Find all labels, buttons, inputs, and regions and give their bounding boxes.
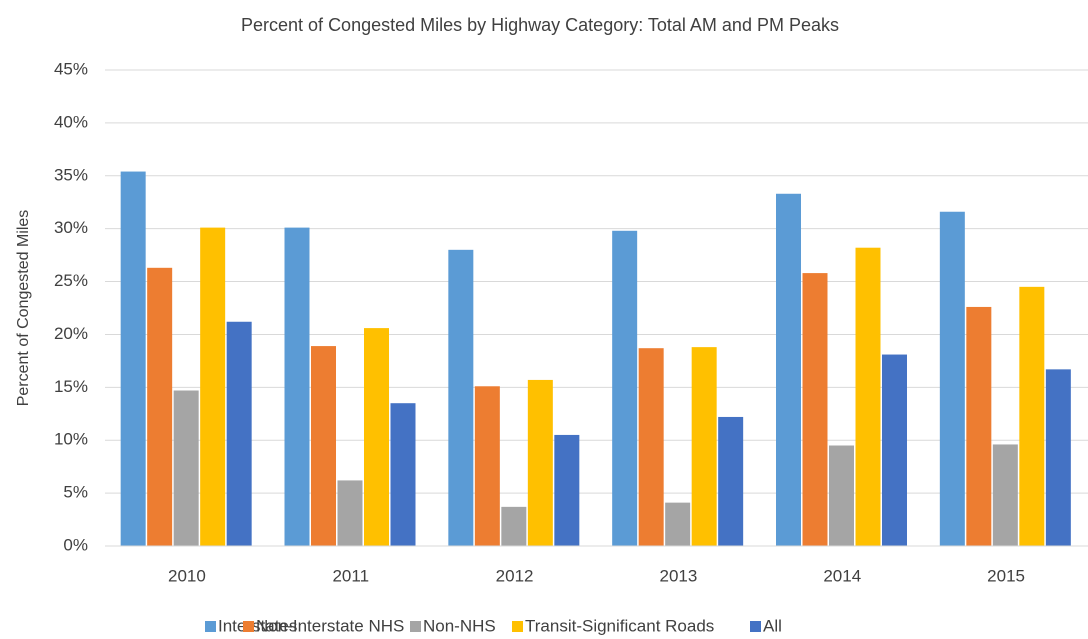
- bar: [665, 502, 691, 546]
- bar: [474, 386, 500, 546]
- x-tick-label: 2010: [168, 566, 206, 585]
- bar: [992, 444, 1018, 546]
- legend-label: Transit-Significant Roads: [525, 616, 714, 635]
- legend-swatch: [410, 621, 421, 632]
- bar: [829, 445, 854, 546]
- y-tick-label: 25%: [54, 271, 88, 290]
- y-tick-label: 35%: [54, 165, 88, 184]
- y-tick-label: 10%: [54, 430, 88, 449]
- legend-swatch: [750, 621, 761, 632]
- legend-label: All: [763, 616, 782, 635]
- x-tick-label: 2012: [496, 566, 534, 585]
- bar: [527, 379, 553, 546]
- bar: [311, 346, 336, 546]
- bar: [939, 211, 965, 546]
- bar: [284, 227, 310, 546]
- legend-label: Non-Interstate NHS: [256, 616, 404, 635]
- bar: [448, 249, 474, 547]
- chart-title: Percent of Congested Miles by Highway Ca…: [241, 15, 839, 35]
- bar: [855, 247, 881, 546]
- y-tick-label: 40%: [54, 112, 88, 131]
- y-tick-label: 30%: [54, 218, 88, 237]
- x-tick-label: 2011: [332, 566, 369, 585]
- bar: [554, 434, 580, 546]
- legend-swatch: [205, 621, 216, 632]
- bar: [120, 171, 146, 546]
- bar: [173, 390, 199, 546]
- legend-swatch: [512, 621, 523, 632]
- bar: [638, 348, 664, 546]
- y-tick-label: 45%: [54, 59, 88, 78]
- bar: [882, 354, 907, 546]
- bar: [612, 230, 638, 546]
- bar: [147, 267, 173, 546]
- bar: [1045, 369, 1071, 546]
- bar: [802, 273, 828, 546]
- bar: [691, 347, 717, 546]
- x-tick-label: 2015: [987, 566, 1025, 585]
- legend-label: Non-NHS: [423, 616, 496, 635]
- bar: [364, 328, 389, 546]
- bar: [718, 416, 744, 546]
- bar: [226, 321, 252, 546]
- y-tick-label: 20%: [54, 324, 88, 343]
- bar: [501, 506, 527, 546]
- bar: [776, 193, 801, 546]
- y-tick-label: 15%: [54, 377, 88, 396]
- y-tick-label: 0%: [63, 535, 88, 554]
- legend-swatch: [243, 621, 254, 632]
- bar: [337, 480, 363, 546]
- bar: [200, 227, 226, 546]
- bar: [1019, 286, 1045, 546]
- y-tick-label: 5%: [63, 483, 88, 502]
- x-tick-label: 2013: [660, 566, 698, 585]
- bar: [390, 403, 416, 546]
- x-tick-label: 2014: [823, 566, 861, 585]
- y-axis-title: Percent of Congested Miles: [15, 210, 32, 407]
- legend-label: Interstates: [218, 616, 297, 635]
- bar: [966, 306, 992, 546]
